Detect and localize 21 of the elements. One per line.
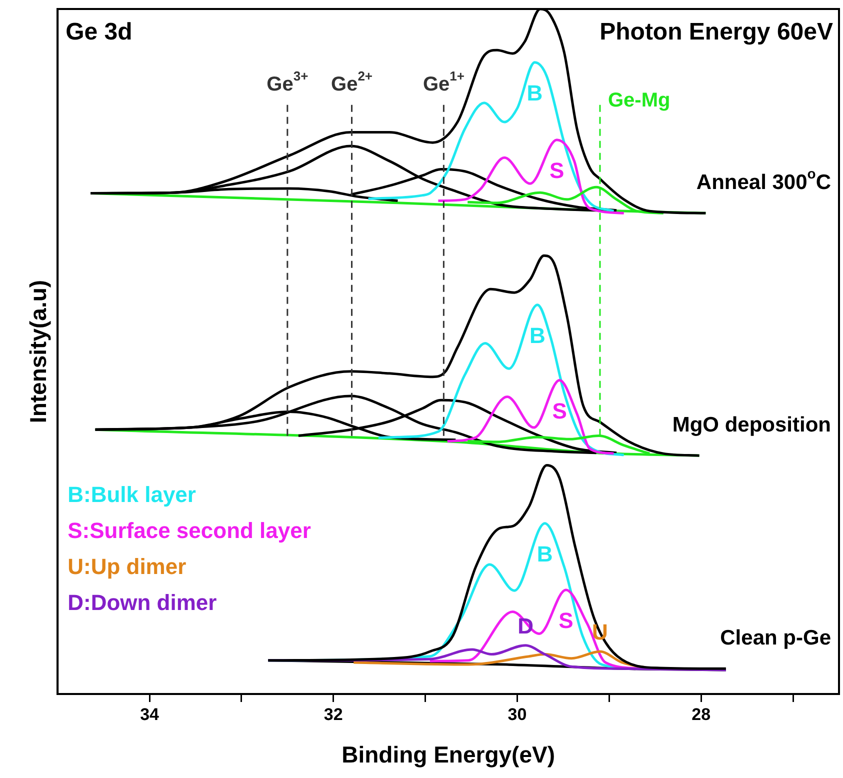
y-axis-title: Intensity(a.u) [25, 280, 52, 424]
series-label: B [526, 80, 543, 106]
series-label: MgO deposition [672, 413, 832, 436]
annotation: Ge 3d [66, 18, 132, 46]
x-tick-label: 34 [140, 704, 160, 724]
annotation: D:Down dimer [68, 590, 218, 616]
ref-line-label: Ge-Mg [608, 89, 670, 112]
annotation: U:Up dimer [68, 554, 187, 580]
x-tick-label: 28 [692, 704, 711, 724]
series-label: B [530, 322, 546, 348]
series-label: B [536, 541, 553, 566]
series-label: S [549, 158, 564, 183]
x-tick-label: 30 [508, 704, 527, 724]
annotation: S:Surface second layer [68, 518, 312, 544]
annotation: B:Bulk layer [68, 482, 196, 508]
x-tick-label: 32 [324, 704, 343, 724]
series-label: S [552, 398, 567, 424]
annotation: Photon Energy 60eV [600, 18, 833, 46]
series-label: Clean p-Ge [720, 626, 832, 650]
series-label: S [558, 608, 574, 633]
x-axis-title: Binding Energy(eV) [342, 742, 556, 768]
